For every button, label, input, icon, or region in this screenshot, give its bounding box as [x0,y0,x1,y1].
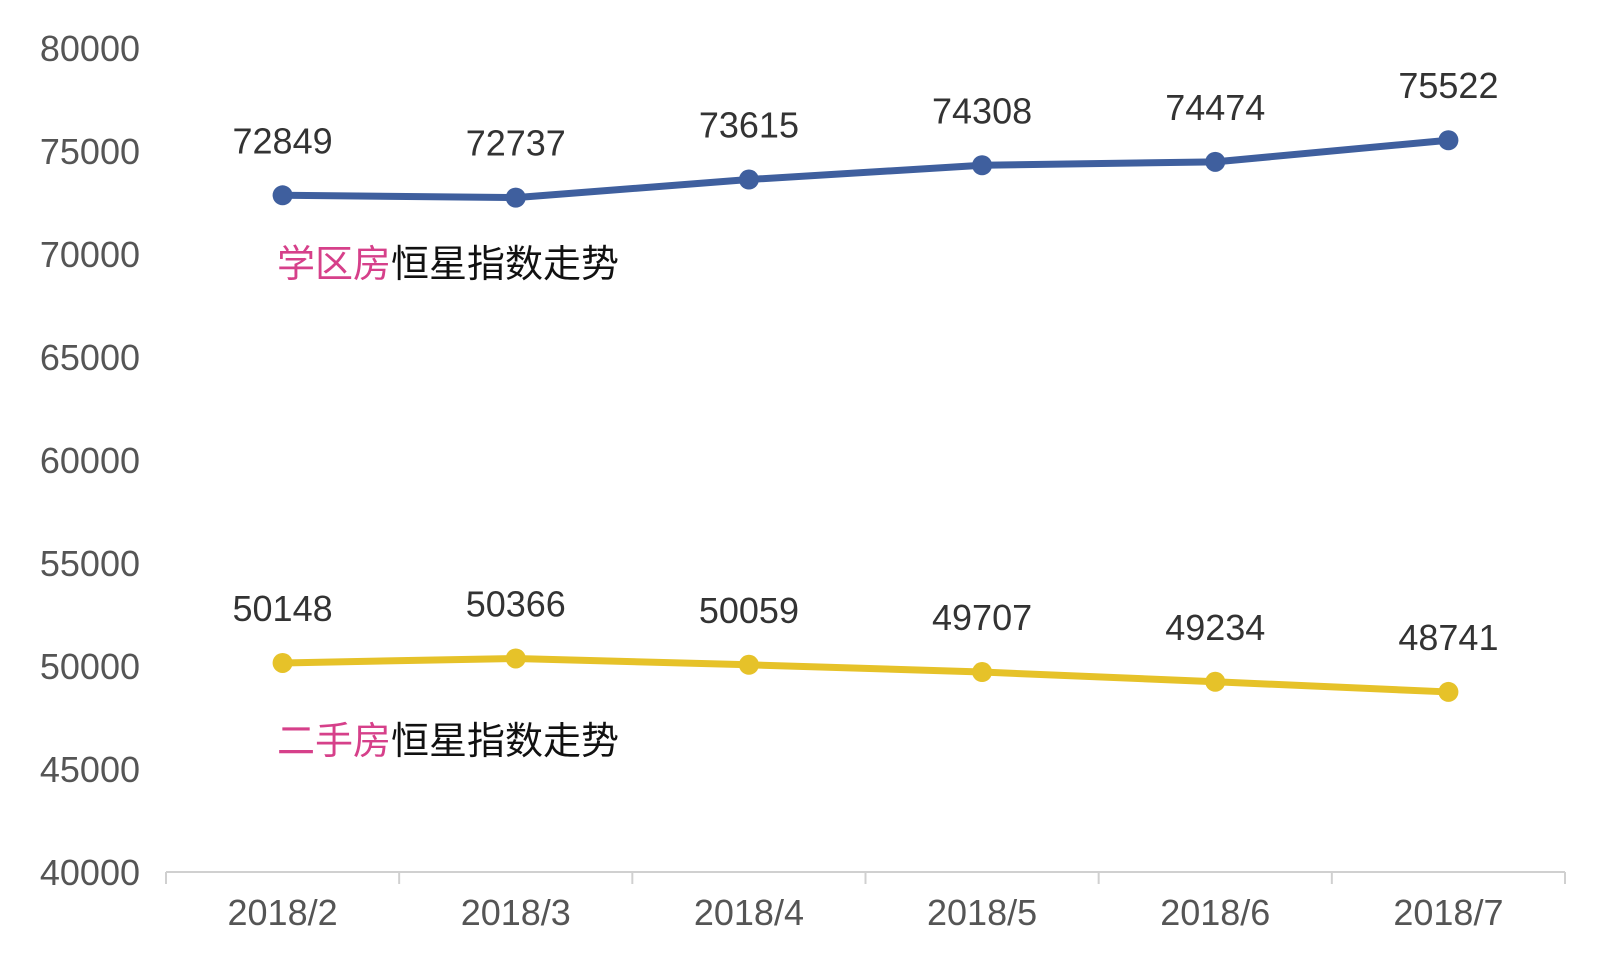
y-axis: 40000 45000 50000 55000 60000 65000 70000 75000… [40,28,140,893]
data-label: 74474 [1165,87,1265,128]
data-point [272,185,293,206]
x-tick-label: 2018/3 [461,892,571,933]
x-tick-label: 2018/4 [694,892,804,933]
data-label: 49234 [1165,607,1265,648]
y-tick-label: 45000 [40,749,140,790]
data-label: 50059 [699,590,799,631]
y-tick-label: 60000 [40,440,140,481]
x-axis: 2018/2 2018/3 2018/4 2018/5 2018/6 2018/7 [165,871,1566,933]
y-tick-label: 70000 [40,234,140,275]
y-tick-label: 50000 [40,646,140,687]
y-tick-label: 55000 [40,543,140,584]
x-tick-label: 2018/6 [1160,892,1270,933]
data-point [738,169,759,190]
data-point [738,654,759,675]
series-layer: 72849 72737 73615 74308 74474 75522 50148 50366… [233,65,1498,702]
series-title-school-district-rest: 恒星指数走势 [391,244,619,286]
data-label: 49707 [932,597,1032,638]
y-tick-label: 80000 [40,28,140,69]
data-label: 75522 [1398,65,1498,106]
data-point [1438,130,1459,151]
data-label: 50366 [466,583,566,624]
data-label: 72737 [466,123,566,164]
data-point [1205,151,1226,172]
series-title-school-district: 学区房恒星指数走势 [277,244,619,286]
data-point [1205,671,1226,692]
y-tick-label: 75000 [40,131,140,172]
y-tick-label: 40000 [40,852,140,893]
data-point [972,155,993,176]
x-tick-label: 2018/7 [1393,892,1503,933]
data-point [505,187,526,208]
series-title-second-hand: 二手房恒星指数走势 [277,721,619,763]
data-label: 72849 [233,120,333,161]
data-label: 74308 [932,90,1032,131]
y-tick-label: 65000 [40,337,140,378]
series-line [279,136,1452,202]
data-label: 50148 [233,588,333,629]
series-title-second-hand-rest: 恒星指数走势 [391,721,619,763]
data-point [505,648,526,669]
data-point [272,652,293,673]
series-1: 50148 50366 50059 49707 49234 48741 [233,583,1498,702]
x-tick-label: 2018/5 [927,892,1037,933]
series-title-school-district-highlight: 学区房 [277,244,391,286]
series-title-second-hand-highlight: 二手房 [277,721,391,763]
data-point [1438,681,1459,702]
series-line [279,654,1452,696]
x-tick-label: 2018/2 [228,892,338,933]
series-0: 72849 72737 73615 74308 74474 75522 [233,65,1498,208]
data-label: 73615 [699,105,799,146]
data-label: 48741 [1398,617,1498,658]
data-point [972,662,993,683]
